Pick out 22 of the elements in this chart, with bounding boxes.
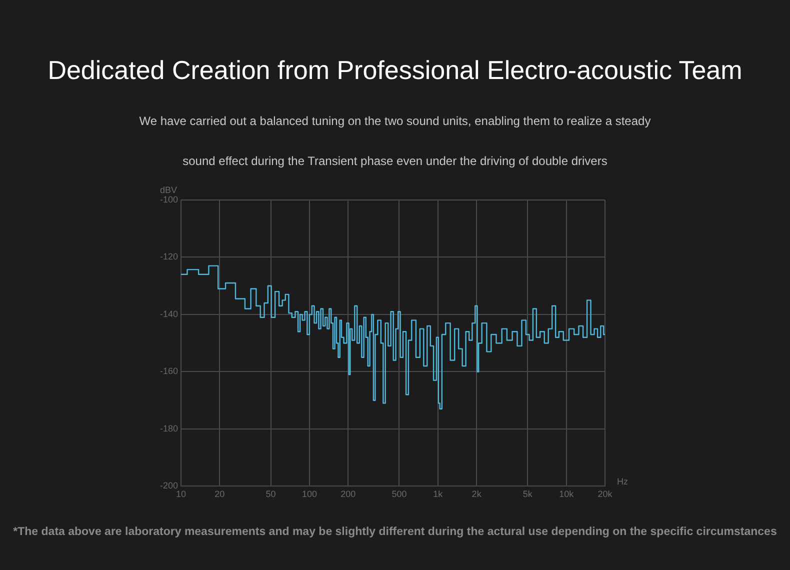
text: We have carried out a balanced tuning on the two sound units, enabling them to realize a steady sound effect during the Transient phase even under the driving of double drivers <box>139 114 651 168</box>
x-tick-label: 200 <box>340 489 356 500</box>
x-tick-label: 2k <box>472 489 482 500</box>
x-tick-label: 20 <box>214 489 225 500</box>
x-tick-label: 10 <box>176 489 186 500</box>
x-axis-title: Hz <box>617 476 628 487</box>
x-tick-label: 20k <box>598 489 613 500</box>
x-tick-label: 50 <box>266 489 276 500</box>
x-tick-label: 100 <box>302 489 317 500</box>
y-tick-label: -160 <box>160 366 178 376</box>
chart-title: Dedicated Creation from Professional Electro-acoustic Team <box>46 54 744 87</box>
x-tick-label: 5k <box>522 489 533 500</box>
y-tick-label: -180 <box>160 423 178 434</box>
y-tick-label: -120 <box>160 252 178 262</box>
y-tick-label: -100 <box>160 194 178 204</box>
y-axis-title: dBV <box>160 184 178 195</box>
x-tick-label: 500 <box>392 489 407 500</box>
y-tick-label: -200 <box>160 480 178 491</box>
text: *The data above are laboratory measurements and may be slightly different during the actural use depending on the specific circumstances <box>12 526 778 538</box>
x-tick-label: 10k <box>559 489 574 500</box>
y-tick-label: -140 <box>160 308 178 319</box>
x-tick-label: 1k <box>433 489 444 500</box>
